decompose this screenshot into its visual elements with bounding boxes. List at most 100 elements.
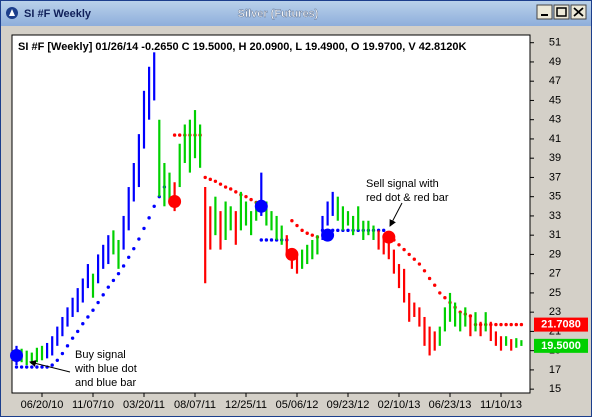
legend-text: SI #F [Weekly] 01/26/14 -0.2650 C 19.500… (18, 41, 467, 53)
x-tick-label: 03/20/11 (123, 399, 165, 411)
stop-dot (172, 133, 177, 137)
stop-dot (244, 194, 248, 199)
y-tick-label: 29 (549, 248, 561, 260)
sell-annotation: red dot & red bar (366, 192, 449, 204)
stop-dot (305, 231, 309, 235)
stop-dot (264, 238, 269, 242)
y-tick-label: 33 (549, 210, 561, 222)
y-tick-label: 17 (549, 364, 561, 376)
stop-dot (310, 233, 314, 237)
stop-dot (519, 322, 524, 327)
stop-dot (81, 322, 85, 326)
stop-dot (178, 133, 182, 137)
stop-dot (259, 238, 263, 242)
y-tick-label: 37 (549, 171, 561, 183)
x-tick-label: 05/06/12 (276, 399, 319, 411)
x-tick-label: 11/10/13 (480, 399, 522, 411)
stop-dot (35, 365, 39, 369)
stop-dot (422, 269, 427, 273)
stop-dot (433, 283, 437, 287)
window-heading: Silver (Futures) (238, 8, 319, 20)
signal-dot (10, 348, 23, 362)
stop-dot (101, 293, 105, 297)
last-value-box (534, 317, 588, 332)
y-tick-label: 49 (549, 56, 561, 68)
stop-dot (142, 226, 146, 231)
last-value-label: 19.5000 (541, 340, 581, 352)
stop-dot (269, 238, 274, 242)
stop-dot (290, 219, 294, 223)
x-tick-label: 09/23/12 (327, 399, 370, 411)
stop-dot (14, 365, 19, 369)
y-tick-label: 51 (549, 37, 561, 49)
stop-dot (494, 322, 498, 327)
x-tick-label: 08/07/11 (174, 399, 216, 411)
stop-dot (40, 365, 44, 369)
stop-dot (468, 314, 473, 318)
x-tick-label: 06/20/10 (21, 399, 64, 411)
stop-dot (234, 190, 238, 194)
buy-annotation: with blue dot (74, 363, 137, 375)
stop-dot (19, 365, 24, 369)
last-value-label: 21.7080 (541, 319, 581, 331)
stop-dot (111, 278, 116, 283)
stop-dot (147, 216, 151, 220)
window-title: SI #F Weekly (24, 8, 92, 20)
stop-dot (427, 276, 432, 281)
stop-dot (223, 185, 228, 189)
stop-dot (499, 322, 503, 327)
stop-dot (116, 271, 121, 276)
stop-dot (412, 257, 416, 261)
stop-dot (407, 252, 411, 257)
y-tick-label: 27 (549, 268, 561, 280)
stop-dot (60, 351, 65, 356)
stop-dot (300, 228, 304, 233)
stop-dot (152, 204, 156, 209)
stop-dot (76, 329, 80, 334)
buy-arrow (29, 360, 71, 373)
stop-dot (417, 262, 422, 266)
y-tick-label: 23 (549, 306, 561, 318)
sell-annotation: Sell signal with (366, 178, 439, 190)
stop-dot (229, 187, 233, 191)
x-tick-label: 12/25/11 (225, 399, 267, 411)
signal-dot (321, 228, 335, 242)
y-tick-label: 45 (549, 94, 561, 106)
stop-dot (504, 322, 508, 327)
stop-dot (127, 255, 131, 260)
stop-dot (132, 246, 136, 251)
stop-dot (208, 177, 212, 182)
x-tick-label: 11/07/10 (72, 399, 114, 411)
x-tick-label: 02/10/13 (378, 399, 421, 411)
signal-dot (168, 194, 182, 208)
stop-dot (249, 197, 253, 202)
stop-dot (96, 300, 100, 305)
y-tick-label: 43 (549, 114, 561, 126)
stop-dot (203, 175, 207, 180)
y-tick-label: 39 (549, 152, 561, 164)
stop-dot (25, 365, 29, 369)
y-tick-label: 41 (549, 133, 561, 145)
stop-dot (514, 322, 518, 327)
sell-arrow (389, 202, 403, 227)
stop-dot (295, 223, 299, 228)
stop-dot (402, 247, 406, 252)
y-tick-label: 47 (549, 75, 561, 87)
title-bar (1, 1, 591, 26)
window-buttons[interactable] (536, 4, 587, 20)
stop-dot (397, 243, 401, 247)
y-tick-label: 15 (549, 383, 561, 395)
buy-annotation: Buy signal (75, 349, 126, 361)
stop-dot (443, 296, 447, 300)
stop-dot (509, 322, 513, 327)
stop-dot (50, 363, 54, 367)
y-tick-label: 35 (549, 191, 561, 203)
stop-dot (70, 336, 75, 340)
stop-dot (438, 291, 442, 295)
stop-dot (218, 182, 223, 186)
stop-dot (30, 365, 34, 369)
minimize-button[interactable] (536, 4, 553, 20)
stop-dot (86, 315, 90, 319)
stop-dot (137, 237, 141, 241)
